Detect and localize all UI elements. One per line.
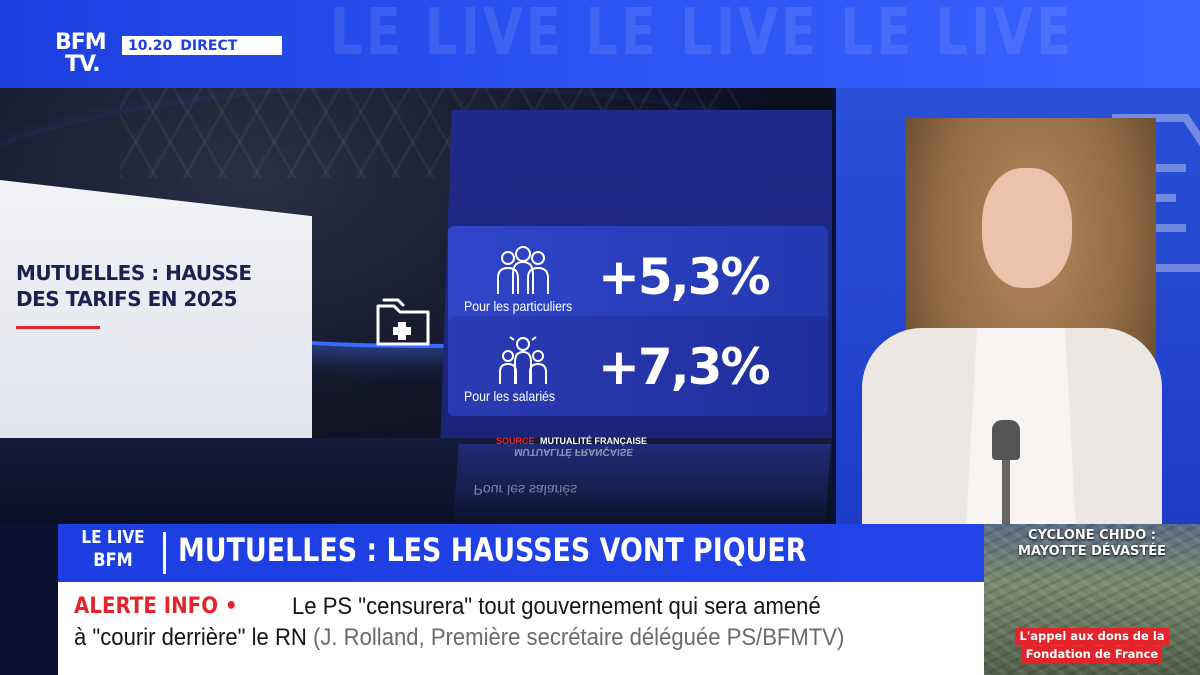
- source-credit: SOURCE MUTUALITÉ FRANÇAISE: [496, 436, 647, 446]
- live-watermark: LE LIVE LE LIVE LE LIVE: [330, 0, 1075, 70]
- side-news-thumbnail: CYCLONE CHIDO : MAYOTTE DÉVASTÉE L'appel…: [984, 524, 1200, 675]
- stat-value-particuliers: +5,3%: [598, 248, 771, 306]
- thumb-caption-line2: Fondation de France: [1021, 646, 1163, 663]
- top-band: LE LIVE LE LIVE LE LIVE BFM TV. 10.20 DI…: [0, 0, 1200, 88]
- alert-line1: Le PS "censurera" tout gouvernement qui …: [292, 593, 821, 620]
- stat-card-particuliers: +5,3% Pour les particuliers: [448, 226, 828, 326]
- stat-value-salaries: +7,3%: [598, 338, 771, 396]
- presenter-video: [836, 88, 1200, 524]
- headline-text: MUTUELLES : LES HAUSSES VONT PIQUER: [178, 531, 807, 569]
- graphic-title: MUTUELLES : HAUSSE DES TARIFS EN 2025: [16, 261, 252, 311]
- lt-logo-line1: LE LIVE: [81, 527, 145, 548]
- microphone-stand: [1002, 458, 1010, 524]
- clock-badge: 10.20 DIRECT: [122, 36, 282, 55]
- stat-label-salaries: Pour les salariés: [464, 388, 556, 404]
- le-live-bfm-logo: LE LIVE BFM: [70, 527, 156, 579]
- alert-ticker: [58, 582, 984, 675]
- bfmtv-logo: BFM TV.: [55, 32, 117, 84]
- employees-icon: [488, 334, 558, 391]
- presenter-blouse: [966, 328, 1076, 524]
- alert-line2: à "courir derrière" le RN (J. Rolland, P…: [74, 624, 844, 652]
- lt-logo-line2: BFM: [93, 549, 133, 571]
- source-name: MUTUALITÉ FRANÇAISE: [540, 436, 648, 446]
- reflection-label: Pour les salariés: [473, 482, 578, 498]
- thumb-caption: L'appel aux dons de la Fondation de Fran…: [992, 628, 1192, 664]
- family-icon: [488, 246, 558, 301]
- alert-line2-main: à "courir derrière" le RN: [74, 624, 307, 651]
- floor-reflection: MUTUALITÉ FRANÇAISE Pour les salariés: [453, 444, 831, 524]
- alert-attribution: (J. Rolland, Première secrétaire délégué…: [313, 624, 845, 651]
- title-panel: MUTUELLES : HAUSSE DES TARIFS EN 2025: [0, 180, 312, 438]
- stat-label-particuliers: Pour les particuliers: [464, 298, 573, 314]
- logo-line1: BFM: [55, 30, 107, 55]
- alert-label: ALERTE INFO •: [74, 594, 238, 619]
- source-key: SOURCE: [496, 436, 535, 446]
- clock-time: 10.20: [128, 37, 173, 54]
- stat-card-salaries: +7,3% Pour les salariés: [448, 316, 828, 416]
- medical-file-icon: [370, 288, 436, 354]
- studio-graphic: MUTUELLES : HAUSSE DES TARIFS EN 2025 +5…: [0, 88, 832, 524]
- headline-bar: [58, 524, 984, 582]
- presenter-face: [982, 168, 1072, 288]
- headline-separator: [163, 532, 166, 574]
- microphone-icon: [992, 420, 1020, 460]
- light-arc: [0, 88, 832, 348]
- title-underline: [16, 326, 100, 329]
- reflection-source: MUTUALITÉ FRANÇAISE: [513, 446, 634, 457]
- logo-line2: TV.: [65, 52, 101, 77]
- live-label: DIRECT: [180, 37, 238, 54]
- thumb-title: CYCLONE CHIDO : MAYOTTE DÉVASTÉE: [1017, 528, 1167, 559]
- thumb-caption-line1: L'appel aux dons de la: [1015, 628, 1169, 645]
